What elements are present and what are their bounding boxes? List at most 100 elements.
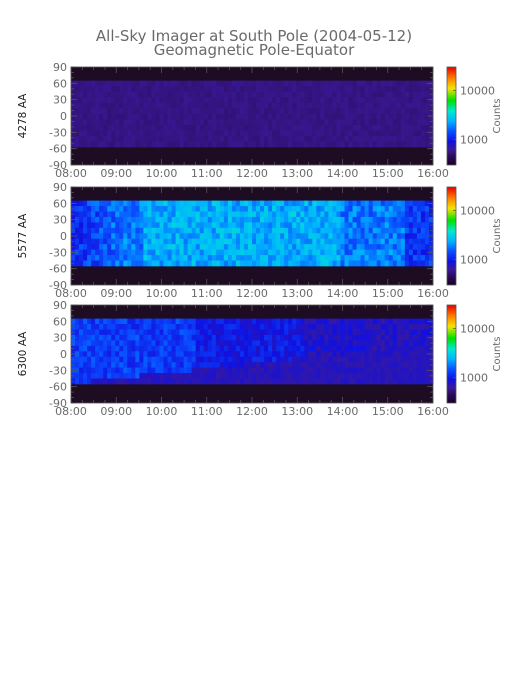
x-tick-label: 08:00: [55, 167, 87, 180]
heatmap-cell: [284, 367, 289, 374]
heatmap-cell: [268, 113, 273, 120]
heatmap-cell: [223, 367, 229, 374]
heatmap-cell: [324, 102, 329, 109]
heatmap-cell: [123, 260, 128, 267]
heatmap-cell: [284, 113, 289, 120]
heatmap-cell: [260, 97, 265, 104]
heatmap-cell: [324, 367, 329, 374]
heatmap-cell: [304, 222, 309, 229]
heatmap-cell: [223, 324, 229, 330]
heatmap-cell: [324, 340, 329, 347]
heatmap-cell: [372, 233, 378, 240]
heatmap-cell: [332, 130, 337, 137]
heatmap-cell: [252, 340, 257, 347]
heatmap-cell: [167, 227, 172, 234]
heatmap-cell: [211, 345, 217, 352]
heatmap-cell: [392, 329, 398, 336]
heatmap-cell: [316, 329, 321, 336]
heatmap-cell: [304, 244, 309, 251]
heatmap-cell: [163, 351, 168, 358]
heatmap-cell: [247, 135, 253, 142]
heatmap-cell: [300, 135, 305, 142]
heatmap-cell: [260, 216, 265, 223]
heatmap-cell: [127, 345, 132, 352]
heatmap-cell: [111, 334, 116, 341]
heatmap-cell: [115, 329, 120, 336]
heatmap-cell: [199, 238, 205, 245]
heatmap-cell: [75, 108, 80, 115]
heatmap-cell: [179, 238, 185, 245]
heatmap-cell: [396, 351, 402, 358]
heatmap-cell: [151, 108, 156, 115]
heatmap-cell: [424, 340, 430, 347]
heatmap-cell: [163, 356, 168, 363]
heatmap-cell: [107, 222, 112, 229]
heatmap-cell: [223, 378, 229, 385]
heatmap-cell: [376, 260, 382, 267]
heatmap-cell: [207, 238, 213, 245]
heatmap-cell: [408, 367, 414, 374]
heatmap-cell: [316, 260, 321, 267]
heatmap-cell: [199, 91, 205, 98]
heatmap-cell: [227, 345, 233, 352]
heatmap-cell: [260, 227, 265, 234]
heatmap-cell: [252, 102, 257, 109]
heatmap-cell: [203, 367, 209, 374]
heatmap-cell: [388, 378, 394, 385]
heatmap-cell: [364, 351, 370, 358]
heatmap-cell: [312, 86, 317, 93]
heatmap-cell: [380, 141, 386, 148]
heatmap-cell: [147, 340, 152, 347]
heatmap-cell: [175, 216, 180, 223]
heatmap-cell: [368, 238, 374, 245]
heatmap-cell: [284, 255, 289, 261]
heatmap-cell: [151, 124, 156, 131]
heatmap-cell: [380, 255, 386, 261]
heatmap-cell: [412, 86, 418, 93]
heatmap-cell: [340, 222, 345, 229]
heatmap-cell: [312, 141, 317, 148]
heatmap-cell: [127, 91, 132, 98]
heatmap-cell: [316, 238, 321, 245]
heatmap-cell: [304, 255, 309, 261]
heatmap-cell: [288, 91, 293, 98]
heatmap-cell: [139, 91, 144, 98]
heatmap-cell: [191, 97, 197, 104]
heatmap-cell: [344, 113, 349, 120]
heatmap-cell: [304, 227, 309, 234]
heatmap-cell: [268, 119, 273, 126]
heatmap-cell: [183, 119, 189, 126]
heatmap-cell: [175, 362, 180, 369]
heatmap-cell: [268, 362, 273, 369]
heatmap-cell: [372, 249, 378, 256]
heatmap-cell: [412, 97, 418, 104]
heatmap-cell: [404, 108, 410, 115]
heatmap-cell: [151, 340, 156, 347]
heatmap-cell: [392, 124, 398, 131]
heatmap-cell: [424, 244, 430, 251]
heatmap-cell: [195, 108, 201, 115]
heatmap-cell: [316, 233, 321, 240]
heatmap-cell: [348, 91, 353, 98]
heatmap-cell: [268, 334, 273, 341]
y-tick-label: 30: [53, 332, 67, 345]
heatmap-cell: [199, 108, 205, 115]
heatmap-cell: [272, 108, 277, 115]
heatmap-cell: [219, 113, 225, 120]
heatmap-cell: [396, 329, 402, 336]
heatmap-cell: [340, 318, 345, 325]
heatmap-cell: [147, 86, 152, 93]
heatmap-cell: [304, 318, 309, 325]
heatmap-cell: [247, 362, 253, 369]
heatmap-cell: [328, 255, 333, 261]
heatmap-cell: [280, 356, 285, 363]
heatmap-cell: [235, 249, 241, 256]
heatmap-cell: [131, 351, 136, 358]
heatmap-cell: [340, 97, 345, 104]
heatmap-cell: [79, 367, 84, 374]
heatmap-cell: [215, 238, 221, 245]
heatmap-cell: [163, 340, 168, 347]
heatmap-cell: [243, 244, 249, 251]
heatmap-cell: [171, 124, 176, 131]
heatmap-cell: [352, 227, 357, 234]
